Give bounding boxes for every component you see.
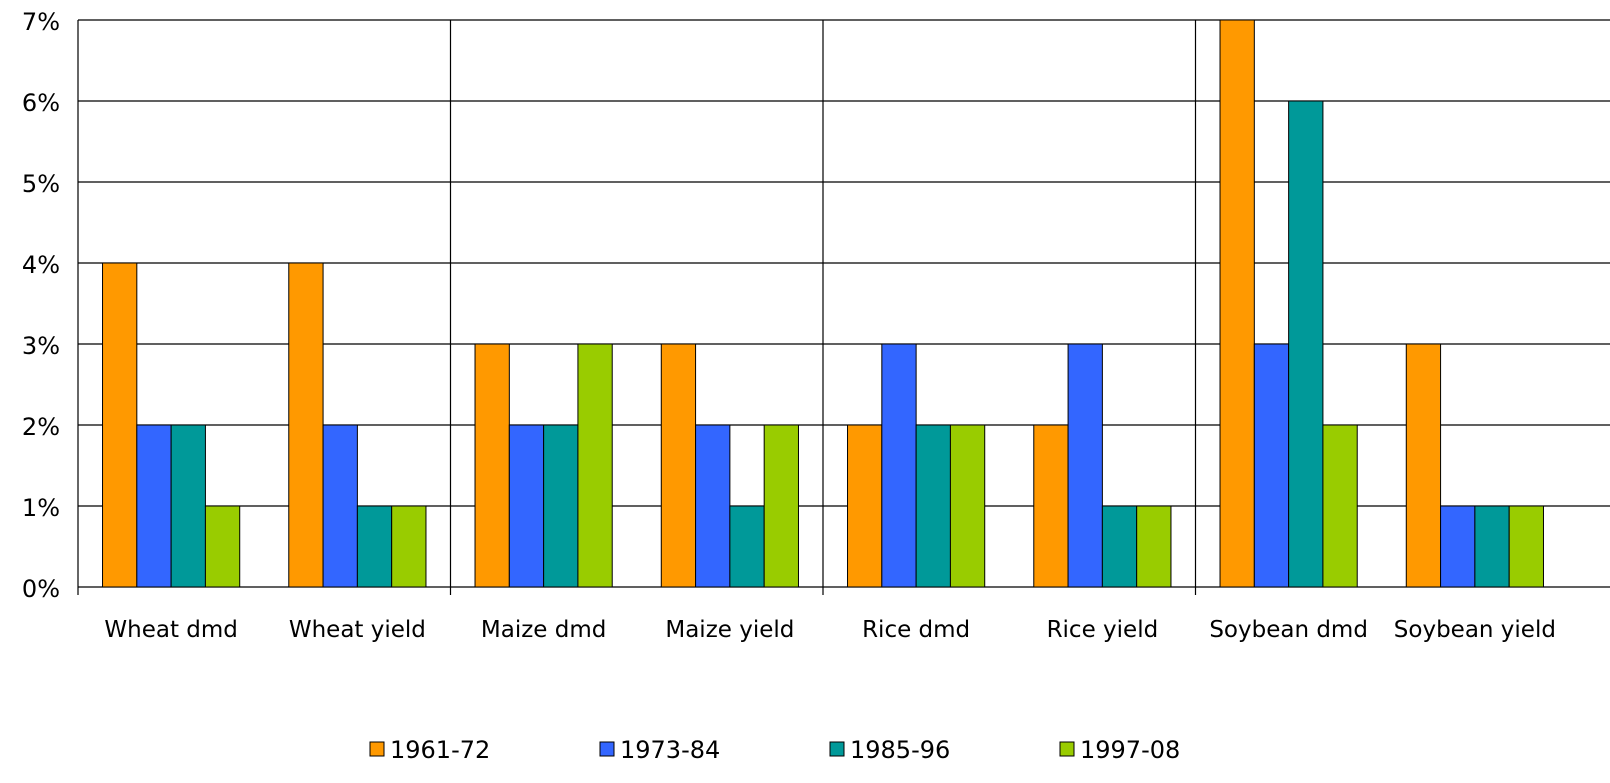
- bar: [1440, 505, 1476, 588]
- bar: [288, 262, 324, 588]
- bar: [356, 505, 393, 588]
- x-tick-label: Wheat yield: [288, 617, 426, 643]
- bar: [1322, 424, 1358, 588]
- bar: [1253, 343, 1290, 588]
- legend-label: 1985-96: [850, 736, 950, 764]
- x-tick-label: Soybean yield: [1393, 617, 1556, 643]
- bar: [1101, 505, 1138, 588]
- bar: [543, 424, 579, 588]
- legend-swatch: [1059, 741, 1075, 757]
- y-tick-label: 5%: [22, 170, 60, 198]
- y-tick-label: 4%: [22, 251, 60, 279]
- legend-swatch: [829, 741, 845, 757]
- bar: [204, 505, 241, 588]
- bar: [1067, 343, 1103, 588]
- bar: [1405, 343, 1442, 588]
- bar: [136, 424, 172, 588]
- bar: [577, 343, 613, 588]
- bar: [847, 424, 883, 588]
- bar: [729, 505, 765, 588]
- y-tick-label: 7%: [22, 8, 60, 36]
- bar: [695, 424, 731, 588]
- x-tick-label: Maize dmd: [480, 617, 607, 643]
- bar: [508, 424, 545, 588]
- y-tick-label: 1%: [22, 494, 60, 522]
- bar: [1508, 505, 1544, 588]
- bar: [1219, 19, 1255, 588]
- bar: [915, 424, 951, 588]
- y-tick-label: 3%: [22, 332, 60, 360]
- bar: [102, 262, 138, 588]
- y-tick-label: 6%: [22, 89, 60, 117]
- bar: [391, 505, 427, 588]
- bar: [322, 424, 358, 588]
- legend-swatch: [599, 741, 615, 757]
- x-tick-label: Rice dmd: [862, 617, 971, 643]
- x-tick-label: Soybean dmd: [1209, 617, 1368, 643]
- bar: [474, 343, 510, 588]
- x-tick-label: Maize yield: [665, 617, 795, 643]
- x-tick-label: Rice yield: [1046, 617, 1159, 643]
- bar: [1288, 100, 1324, 588]
- bar: [1474, 505, 1510, 588]
- legend-swatch: [369, 741, 385, 757]
- legend-label: 1973-84: [620, 736, 720, 764]
- bar: [881, 343, 917, 588]
- legend-label: 1961-72: [390, 736, 490, 764]
- bar: [949, 424, 986, 588]
- bar: [763, 424, 799, 588]
- legend-label: 1997-08: [1080, 736, 1180, 764]
- x-tick-label: Wheat dmd: [104, 617, 238, 643]
- y-tick-label: 0%: [22, 575, 60, 603]
- bar: [1033, 424, 1069, 588]
- bar: [170, 424, 206, 588]
- bar: [660, 343, 697, 588]
- y-tick-label: 2%: [22, 413, 60, 441]
- bar: [1136, 505, 1172, 588]
